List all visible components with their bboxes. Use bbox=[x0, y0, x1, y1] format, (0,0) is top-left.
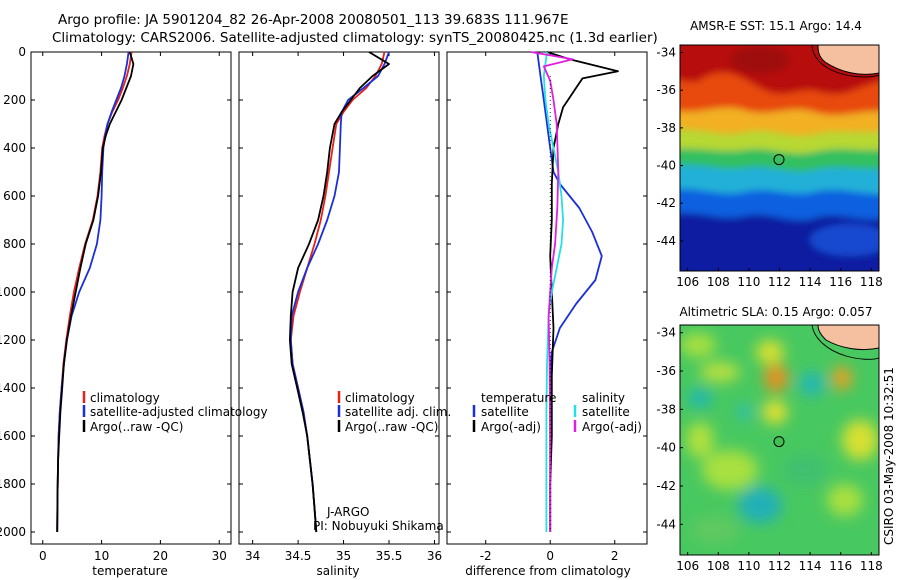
map-x-tick-label: 110 bbox=[737, 275, 760, 289]
map-y-tick-label: -38 bbox=[656, 402, 676, 416]
series-line-argo-raw-qc- bbox=[56, 51, 135, 533]
x-tick-label: -2 bbox=[480, 549, 492, 563]
map-x-tick-label: 112 bbox=[768, 559, 791, 573]
x-tick-label: 2 bbox=[611, 549, 619, 563]
map-y-tick-label: -34 bbox=[656, 326, 676, 340]
map-x-tick-label: 110 bbox=[737, 559, 760, 573]
series-line-salinity-argo-adj- bbox=[530, 51, 574, 532]
map-x-tick-label: 106 bbox=[676, 559, 699, 573]
map-y-tick-label: -40 bbox=[656, 441, 676, 455]
depth-tick-label: 600 bbox=[3, 189, 26, 203]
map-x-tick-label: 108 bbox=[707, 559, 730, 573]
legend-label-sal-satellite: satellite bbox=[582, 405, 630, 419]
map-x-tick-label: 116 bbox=[829, 275, 852, 289]
map-x-tick-label: 116 bbox=[829, 559, 852, 573]
sla-map-title: Altimetric SLA: 0.15 Argo: 0.057 bbox=[679, 305, 872, 319]
depth-tick-label: 1800 bbox=[0, 477, 26, 491]
figure-title-line1: Argo profile: JA 5901204_82 26-Apr-2008 … bbox=[58, 12, 569, 28]
depth-tick-label: 800 bbox=[3, 237, 26, 251]
map-y-tick-label: -36 bbox=[656, 83, 676, 97]
x-tick-label: 35.5 bbox=[376, 549, 403, 563]
map-x-tick-label: 106 bbox=[676, 275, 699, 289]
legend-heading-temperature: temperature bbox=[481, 391, 556, 405]
depth-tick-label: 2000 bbox=[0, 525, 26, 539]
legend-label-satellite: satellite adj. clim. bbox=[345, 405, 451, 419]
x-tick-label: 30 bbox=[212, 549, 227, 563]
legend-label-sal-argo: Argo(-adj) bbox=[582, 420, 642, 434]
series-line-salinity-satellite bbox=[542, 51, 564, 532]
sst-map-image bbox=[680, 45, 879, 271]
map-y-tick-label: -40 bbox=[656, 159, 676, 173]
sst-profile-marker bbox=[773, 154, 785, 166]
map-y-tick-label: -42 bbox=[656, 196, 676, 210]
map-x-tick-label: 118 bbox=[860, 275, 883, 289]
x-tick-label: 0 bbox=[546, 549, 554, 563]
map-y-tick-label: -34 bbox=[656, 46, 676, 60]
map-x-tick-label: 114 bbox=[799, 275, 822, 289]
pi-label: PI: Nobuyuki Shikama bbox=[313, 519, 444, 533]
jargo-label: J-ARGO bbox=[326, 505, 369, 519]
map-y-tick-label: -44 bbox=[656, 234, 676, 248]
difference-xlabel: difference from climatology bbox=[465, 564, 631, 578]
series-line-satellite-adjusted-climatology bbox=[56, 51, 130, 533]
sst-map-axes: 106 108 110 112 114 116 118 -34 -36 -38 -40 -42 -44 bbox=[656, 46, 882, 289]
salinity-panel-frame bbox=[238, 51, 440, 545]
x-tick-label: 10 bbox=[94, 549, 109, 563]
temperature-xlabel: temperature bbox=[92, 564, 167, 578]
sla-profile-marker bbox=[773, 436, 785, 448]
series-line-argo-raw-qc- bbox=[288, 51, 390, 533]
x-tick-label: 34 bbox=[245, 549, 260, 563]
legend-label-climatology: climatology bbox=[345, 391, 415, 405]
map-y-tick-label: -38 bbox=[656, 121, 676, 135]
legend-heading-salinity: salinity bbox=[582, 391, 625, 405]
x-tick-label: 0 bbox=[39, 549, 47, 563]
series-line-climatology bbox=[289, 51, 386, 533]
x-tick-label: 20 bbox=[153, 549, 168, 563]
legend-label-temp-argo: Argo(-adj) bbox=[481, 420, 541, 434]
legend-label-argo: Argo(..raw -QC) bbox=[90, 420, 183, 434]
map-x-tick-label: 108 bbox=[707, 275, 730, 289]
temperature-legend: climatology satellite-adjusted climatolo… bbox=[82, 391, 268, 434]
depth-tick-label: 0 bbox=[18, 45, 26, 59]
series-line-climatology bbox=[56, 51, 133, 533]
legend-label-argo: Argo(..raw -QC) bbox=[345, 420, 438, 434]
salinity-xlabel: salinity bbox=[316, 564, 359, 578]
temperature-axes: 0 10 20 30 bbox=[39, 51, 227, 563]
legend-label-climatology: climatology bbox=[90, 391, 160, 405]
x-tick-label: 34.5 bbox=[285, 549, 312, 563]
legend-label-temp-satellite: satellite bbox=[481, 405, 529, 419]
x-tick-label: 36 bbox=[427, 549, 442, 563]
csiro-timestamp: CSIRO 03-May-2008 10:32:51 bbox=[882, 367, 896, 545]
depth-tick-label: 1000 bbox=[0, 285, 26, 299]
sla-map-axes: 106 108 110 112 114 116 118 -34 -36 -38 -40 -42 -44 bbox=[656, 326, 882, 573]
map-y-tick-label: -36 bbox=[656, 364, 676, 378]
map-x-tick-label: 114 bbox=[799, 559, 822, 573]
temperature-panel-frame bbox=[30, 51, 232, 545]
difference-legend: temperature satellite Argo(-adj) salinit… bbox=[472, 391, 642, 434]
depth-tick-label: 1200 bbox=[0, 333, 26, 347]
depth-axis: 0 200 400 600 800 1000 1200 1400 1600 1800 2000 bbox=[0, 45, 647, 539]
map-y-tick-label: -44 bbox=[656, 517, 676, 531]
salinity-legend: climatology satellite adj. clim. Argo(..… bbox=[337, 391, 451, 434]
salinity-axes: 34 34.5 35 35.5 36 bbox=[245, 51, 442, 563]
depth-tick-label: 1400 bbox=[0, 381, 26, 395]
map-y-tick-label: -42 bbox=[656, 479, 676, 493]
map-x-tick-label: 118 bbox=[860, 559, 883, 573]
map-x-tick-label: 112 bbox=[768, 275, 791, 289]
x-tick-label: 35 bbox=[336, 549, 351, 563]
depth-tick-label: 1600 bbox=[0, 429, 26, 443]
depth-tick-label: 200 bbox=[3, 93, 26, 107]
series-line-satellite-adj-clim- bbox=[289, 51, 390, 533]
sst-map-title: AMSR-E SST: 15.1 Argo: 14.4 bbox=[690, 19, 862, 33]
figure-title-line2: Climatology: CARS2006. Satellite-adjuste… bbox=[52, 30, 658, 46]
legend-label-satellite: satellite-adjusted climatology bbox=[90, 405, 268, 419]
series-line-temperature-argo-adj- bbox=[546, 51, 619, 532]
depth-tick-label: 400 bbox=[3, 141, 26, 155]
difference-axes: -2 0 2 bbox=[480, 51, 619, 563]
